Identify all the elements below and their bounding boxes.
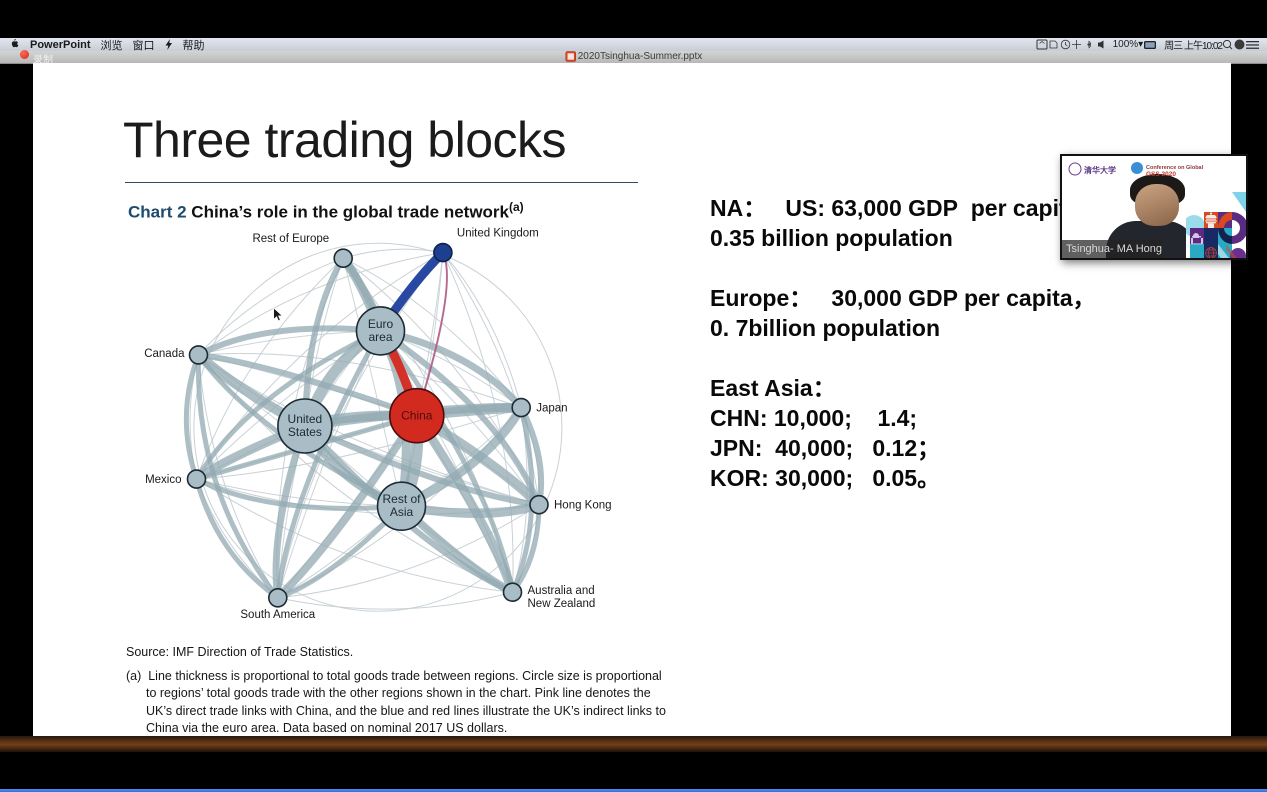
svg-text:United Kingdom: United Kingdom: [457, 228, 539, 240]
svg-text:Hong Kong: Hong Kong: [554, 500, 612, 512]
svg-text:Euro: Euro: [368, 317, 394, 331]
svg-text:South America: South America: [240, 609, 315, 621]
svg-text:GSS 2020: GSS 2020: [1146, 171, 1176, 177]
svg-text:Japan: Japan: [536, 403, 567, 415]
svg-text:清华大学: 清华大学: [1084, 165, 1116, 175]
svg-text:Rest of: Rest of: [382, 492, 421, 506]
svg-text:Canada: Canada: [144, 348, 185, 360]
svg-text:Australia and: Australia and: [528, 585, 595, 597]
svg-text:Mexico: Mexico: [145, 474, 181, 486]
svg-text:Asia: Asia: [390, 505, 414, 519]
svg-text:China: China: [401, 409, 433, 423]
svg-text:area: area: [368, 330, 392, 344]
svg-text:New Zealand: New Zealand: [528, 598, 596, 610]
svg-text:United: United: [288, 412, 323, 426]
svg-text:Rest of Europe: Rest of Europe: [252, 233, 329, 245]
svg-text:States: States: [288, 425, 322, 439]
